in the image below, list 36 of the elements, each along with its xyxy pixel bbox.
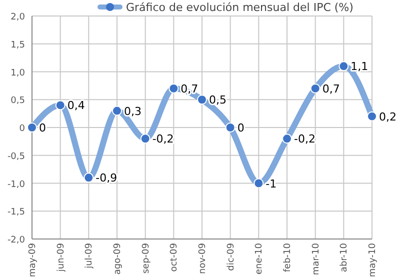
data-label: -1 <box>266 177 277 190</box>
data-label: 0,3 <box>124 104 142 118</box>
x-tick-label: dic-09 <box>226 242 236 271</box>
y-tick-label: -2,0 <box>7 236 26 246</box>
x-tick-label: sep-09 <box>141 242 152 274</box>
y-tick-label: -0,5 <box>7 152 25 162</box>
data-label: 0,4 <box>67 99 85 112</box>
data-label: -0,2 <box>152 132 174 146</box>
data-label: 0 <box>237 122 244 134</box>
y-tick-label: 1,5 <box>10 40 25 50</box>
data-label: 0,2 <box>379 110 396 124</box>
x-tick-label: nov-09 <box>198 242 208 274</box>
data-label: 0,7 <box>180 82 198 96</box>
x-tick-label: jun-09 <box>56 242 66 273</box>
x-tick-label: oct-09 <box>170 242 180 272</box>
x-tick-label: ago-09 <box>113 242 123 275</box>
legend-label: Gráfico de evolución mensual del IPC (%) <box>126 1 354 14</box>
x-tick-label: jul-09 <box>84 242 95 270</box>
data-label: 0 <box>39 122 46 134</box>
x-tick-label: ene-10 <box>254 242 265 274</box>
data-label: -0,2 <box>294 132 316 146</box>
y-tick-label: 0,5 <box>10 96 25 106</box>
x-tick-label: mar-10 <box>311 242 322 276</box>
data-label: -0,9 <box>96 172 118 185</box>
x-tick-label: may-09 <box>28 242 38 278</box>
x-tick-label: may-10 <box>368 242 378 278</box>
y-tick-label: -1,5 <box>7 208 25 218</box>
y-tick-label: 0 <box>19 124 26 134</box>
y-tick-label: -1,0 <box>7 180 26 190</box>
data-label: 0,7 <box>322 82 340 96</box>
y-tick-label: 1,0 <box>10 68 26 78</box>
x-tick-label: feb-10 <box>283 242 293 272</box>
y-tick-label: 2,0 <box>10 12 26 22</box>
data-label: 1,1 <box>350 60 368 74</box>
data-label: 0,5 <box>209 94 226 107</box>
x-tick-label: abr-10 <box>340 242 350 272</box>
